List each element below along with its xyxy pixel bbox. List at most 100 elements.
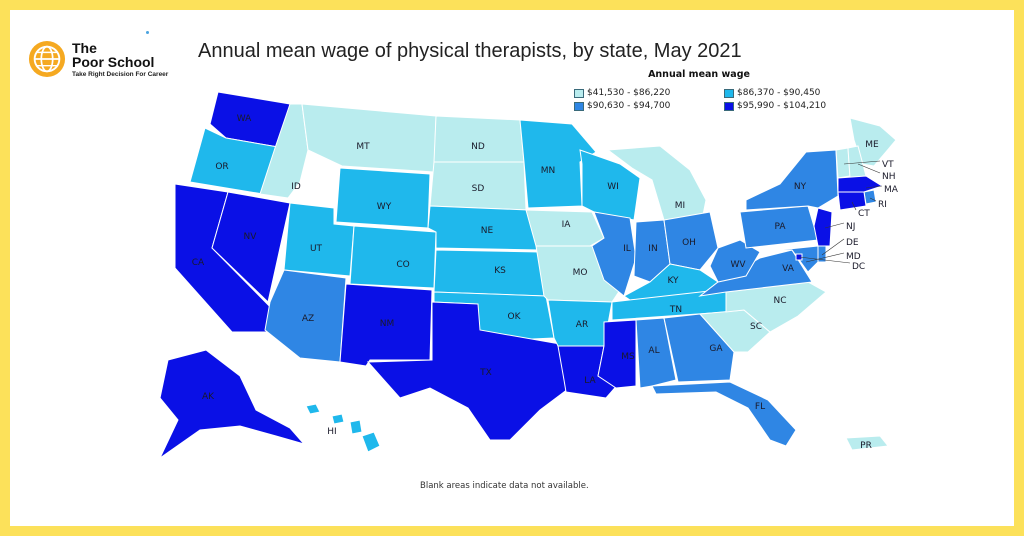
legend-swatch-tier2 (724, 88, 734, 98)
callout-line-dc (798, 256, 851, 264)
map-legend: Annual mean wage $41,530 - $86,220 $86,3… (574, 69, 874, 111)
brand-logo[interactable]: The Poor School Take Right Decision For … (28, 40, 168, 78)
brand-name-line2: Poor School (72, 53, 155, 70)
state-label-ca: CA (192, 258, 205, 268)
state-hi (305, 403, 381, 453)
state-il (591, 211, 637, 297)
legend-swatch-tier3 (574, 101, 584, 111)
state-oh (663, 211, 719, 271)
state-label-id: ID (291, 182, 301, 192)
state-ma (837, 175, 884, 193)
state-me (849, 117, 897, 167)
legend-swatch-tier4 (724, 101, 734, 111)
state-label-az: AZ (302, 314, 314, 324)
legend-label-tier3: $90,630 - $94,700 (587, 101, 671, 111)
state-label-ne: NE (481, 226, 494, 236)
state-md (759, 245, 819, 273)
state-pr (845, 435, 889, 451)
state-label-mn: MN (541, 166, 556, 176)
state-label-wv: WV (730, 260, 746, 270)
state-label-hi: HI (327, 427, 336, 437)
globe-icon (28, 40, 66, 78)
legend-items: $41,530 - $86,220 $86,370 - $90,450 $90,… (574, 88, 874, 111)
brand-name-line1: The (72, 39, 97, 56)
state-al (635, 317, 677, 389)
state-ak (158, 349, 306, 460)
state-wy (335, 167, 431, 229)
state-mt (301, 103, 437, 173)
callout-line-ct (851, 201, 857, 211)
legend-swatch-tier1 (574, 88, 584, 98)
state-label-ut: UT (310, 244, 323, 254)
state-label-tn: TN (669, 305, 682, 315)
state-label-pr: PR (860, 441, 872, 451)
state-fl (651, 381, 797, 447)
state-wv (709, 239, 761, 283)
legend-title: Annual mean wage (648, 69, 750, 80)
state-label-ar: AR (576, 320, 588, 330)
brand-name: The Poor School (72, 41, 168, 69)
state-tx (366, 301, 573, 441)
state-label-mo: MO (573, 268, 588, 278)
state-ct (837, 191, 867, 211)
legend-item-tier3: $90,630 - $94,700 (574, 101, 724, 111)
state-label-nh: NH (882, 172, 896, 182)
callout-line-vt (843, 160, 881, 165)
state-label-nm: NM (380, 319, 395, 329)
state-az (264, 269, 347, 363)
callout-line-de (821, 238, 845, 256)
state-label-ct: CT (858, 209, 870, 219)
callout-line-nh (857, 163, 881, 174)
state-ga (663, 313, 735, 383)
state-label-nv: NV (244, 232, 258, 242)
state-label-md: MD (846, 252, 861, 262)
state-label-sc: SC (750, 322, 762, 332)
state-nm (339, 283, 433, 367)
state-label-ky: KY (667, 276, 679, 286)
legend-item-tier1: $41,530 - $86,220 (574, 88, 724, 98)
state-ny (745, 149, 839, 211)
state-label-va: VA (782, 264, 795, 274)
callout-line-ma (865, 185, 883, 189)
state-label-nj: NJ (846, 222, 855, 232)
legend-label-tier1: $41,530 - $86,220 (587, 88, 671, 98)
state-label-ks: KS (494, 266, 506, 276)
state-label-ny: NY (794, 182, 807, 192)
state-label-wi: WI (607, 182, 619, 192)
state-label-sd: SD (472, 184, 485, 194)
state-label-in: IN (648, 244, 657, 254)
state-label-fl: FL (755, 402, 765, 412)
state-label-dc: DC (852, 262, 865, 272)
state-label-ok: OK (508, 312, 522, 322)
state-nd (433, 115, 525, 163)
state-label-il: IL (623, 244, 631, 254)
state-label-ms: MS (621, 352, 635, 362)
state-label-wa: WA (237, 114, 252, 124)
state-label-ri: RI (878, 200, 887, 210)
state-label-nd: ND (471, 142, 485, 152)
state-label-ak: AK (202, 392, 215, 402)
state-label-nc: NC (773, 296, 786, 306)
state-label-ga: GA (709, 344, 723, 354)
state-ks (433, 249, 545, 297)
state-co (349, 225, 437, 289)
decorative-dot (146, 31, 149, 34)
callout-line-md (805, 252, 845, 263)
state-label-tx: TX (479, 368, 492, 378)
map-title: Annual mean wage of physical therapists,… (198, 40, 742, 62)
state-label-mt: MT (356, 142, 370, 152)
state-label-wy: WY (377, 202, 392, 212)
state-label-pa: PA (774, 222, 786, 232)
state-label-al: AL (648, 346, 659, 356)
state-label-co: CO (396, 260, 409, 270)
state-ia (525, 209, 605, 247)
legend-label-tier4: $95,990 - $104,210 (737, 101, 827, 111)
state-nc (725, 281, 827, 333)
state-nv (211, 191, 291, 303)
state-label-ma: MA (884, 185, 899, 195)
state-label-vt: VT (882, 160, 894, 170)
legend-item-tier2: $86,370 - $90,450 (724, 88, 874, 98)
state-label-or: OR (215, 162, 228, 172)
state-label-de: DE (846, 238, 859, 248)
